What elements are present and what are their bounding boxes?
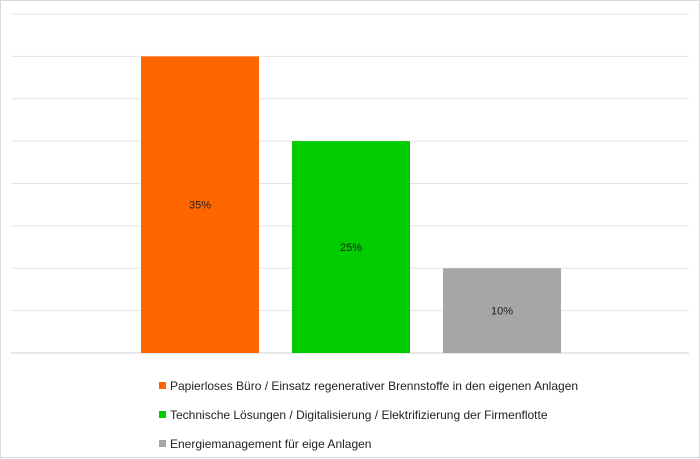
legend-label-2: Technische Lösungen / Digitalisierung / … <box>170 407 548 422</box>
legend-label-3: Energiemanagement für eige Anlagen <box>170 436 372 451</box>
bar-2 <box>292 141 410 353</box>
legend-item-2: Technische Lösungen / Digitalisierung / … <box>159 400 578 429</box>
legend-swatch-3 <box>159 440 166 447</box>
legend-item-3: Energiemanagement für eige Anlagen <box>159 429 578 458</box>
legend-item-1: Papierloses Büro / Einsatz regenerativer… <box>159 371 578 400</box>
data-label-1: 35% <box>189 200 211 212</box>
legend-swatch-2 <box>159 411 166 418</box>
data-label-3: 10% <box>491 306 513 318</box>
bar-1 <box>141 56 259 353</box>
bar-3 <box>443 268 561 353</box>
legend-swatch-1 <box>159 382 166 389</box>
legend-label-1: Papierloses Büro / Einsatz regenerativer… <box>170 378 579 393</box>
data-label-2: 25% <box>340 242 362 254</box>
legend: Papierloses Büro / Einsatz regenerativer… <box>159 371 578 458</box>
